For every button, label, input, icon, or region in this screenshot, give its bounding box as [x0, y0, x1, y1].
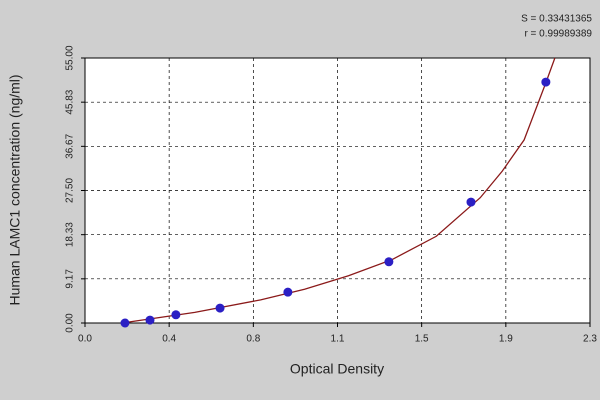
data-point: [466, 197, 476, 207]
data-point: [120, 318, 130, 328]
fit-curve: [128, 57, 556, 323]
x-tick-label: 1.9: [499, 334, 513, 345]
data-point: [145, 315, 155, 325]
y-tick-label: 55.00: [65, 45, 76, 70]
data-point: [283, 287, 293, 297]
y-tick-label: 36.67: [65, 133, 76, 158]
data-point: [171, 310, 181, 320]
data-point: [215, 303, 225, 313]
data-point: [541, 77, 551, 87]
x-tick-label: 0.8: [246, 334, 260, 345]
x-tick-label: 1.5: [415, 334, 429, 345]
x-tick-label: 2.3: [583, 334, 597, 345]
y-tick-label: 9.17: [65, 269, 76, 289]
x-tick-label: 0.4: [162, 334, 176, 345]
x-axis-label: Optical Density: [290, 361, 384, 377]
y-tick-label: 27.50: [65, 178, 76, 203]
data-point: [384, 257, 394, 267]
x-tick-label: 1.1: [331, 334, 345, 345]
x-tick-label: 0.0: [78, 334, 92, 345]
annotation: r = 0.99989389: [524, 29, 592, 40]
annotation: S = 0.33431365: [521, 14, 592, 25]
y-axis-label: Human LAMC1 concentration (ng/ml): [7, 74, 23, 305]
y-tick-label: 45.83: [65, 89, 76, 114]
y-tick-label: 0.00: [65, 313, 76, 333]
y-tick-label: 18.33: [65, 222, 76, 247]
